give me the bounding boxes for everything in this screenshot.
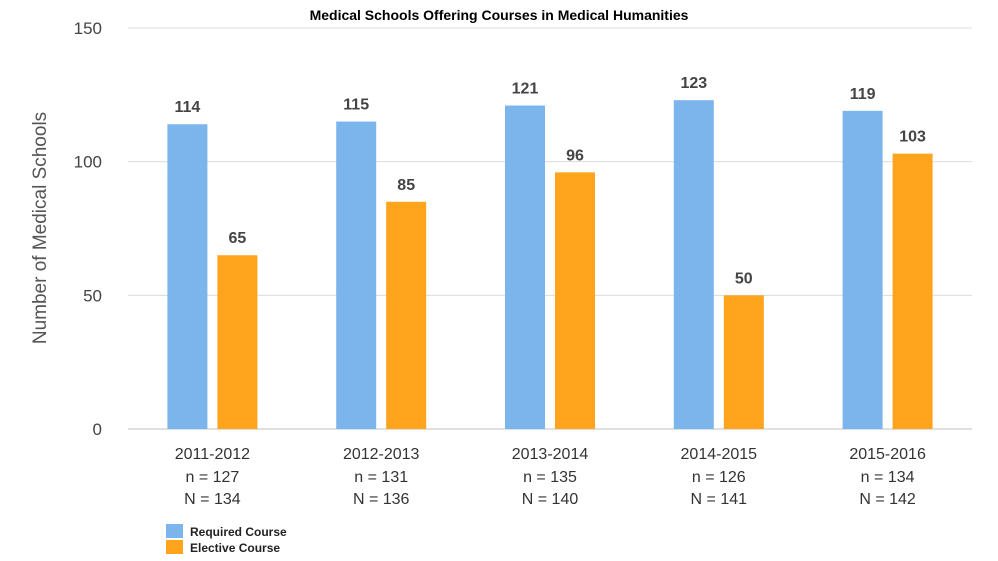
- x-tick-sublabel: n = 126: [692, 469, 746, 486]
- bar-required-course: [336, 121, 377, 430]
- data-label: 119: [850, 86, 876, 103]
- bar-elective-course: [217, 255, 258, 429]
- bar-required-course: [167, 124, 208, 430]
- legend-swatch: [166, 524, 183, 538]
- bar-elective-course: [892, 153, 933, 429]
- x-tick-label: 2014-2015: [681, 446, 758, 463]
- x-tick-label: 2015-2016: [849, 446, 926, 463]
- x-tick-label: 2011-2012: [175, 446, 250, 463]
- legend-label: Required Course: [190, 525, 287, 539]
- data-label: 96: [566, 147, 584, 164]
- data-label: 103: [899, 129, 926, 146]
- data-label: 123: [680, 75, 707, 92]
- y-axis-label: Number of Medical Schools: [30, 112, 51, 344]
- x-tick-sublabel: N = 136: [353, 491, 410, 508]
- legend: Required Course Elective Course: [166, 524, 287, 555]
- x-tick-sublabel: n = 131: [354, 469, 408, 486]
- legend-label: Elective Course: [190, 541, 280, 555]
- x-axis: 2011-2012 n = 127 N = 134 2012-2013 n = 131 N…: [175, 446, 926, 508]
- bar-elective-course: [386, 201, 427, 429]
- bar-required-course: [673, 100, 714, 430]
- x-tick-sublabel: N = 141: [691, 491, 748, 508]
- legend-swatch: [166, 540, 183, 554]
- x-tick-sublabel: N = 142: [859, 491, 916, 508]
- bars: 114 65 115 85 121 96 123 50 119 103: [167, 75, 933, 430]
- data-label: 121: [512, 81, 539, 98]
- bar-required-course: [842, 110, 883, 429]
- data-label: 115: [343, 97, 369, 114]
- data-label: 114: [174, 99, 200, 116]
- x-tick-sublabel: N = 140: [522, 491, 579, 508]
- y-tick-label: 50: [83, 286, 102, 305]
- x-tick-label: 2013-2014: [512, 446, 589, 463]
- bar-elective-course: [555, 172, 595, 430]
- x-tick-sublabel: n = 135: [523, 469, 577, 486]
- x-tick-sublabel: n = 127: [185, 469, 239, 486]
- x-tick-sublabel: n = 134: [861, 469, 915, 486]
- y-axis: 0 50 100 150: [74, 19, 102, 439]
- y-tick-label: 150: [74, 19, 102, 38]
- data-label: 85: [397, 177, 415, 194]
- y-tick-label: 0: [93, 420, 102, 439]
- x-tick-label: 2012-2013: [343, 446, 420, 463]
- data-label: 50: [735, 270, 753, 287]
- y-tick-label: 100: [74, 153, 102, 172]
- data-label: 65: [229, 230, 247, 247]
- x-tick-sublabel: N = 134: [184, 491, 241, 508]
- gridlines: [128, 27, 972, 430]
- bar-required-course: [505, 105, 545, 429]
- chart-title: Medical Schools Offering Courses in Medi…: [310, 7, 689, 23]
- bar-elective-course: [723, 295, 764, 429]
